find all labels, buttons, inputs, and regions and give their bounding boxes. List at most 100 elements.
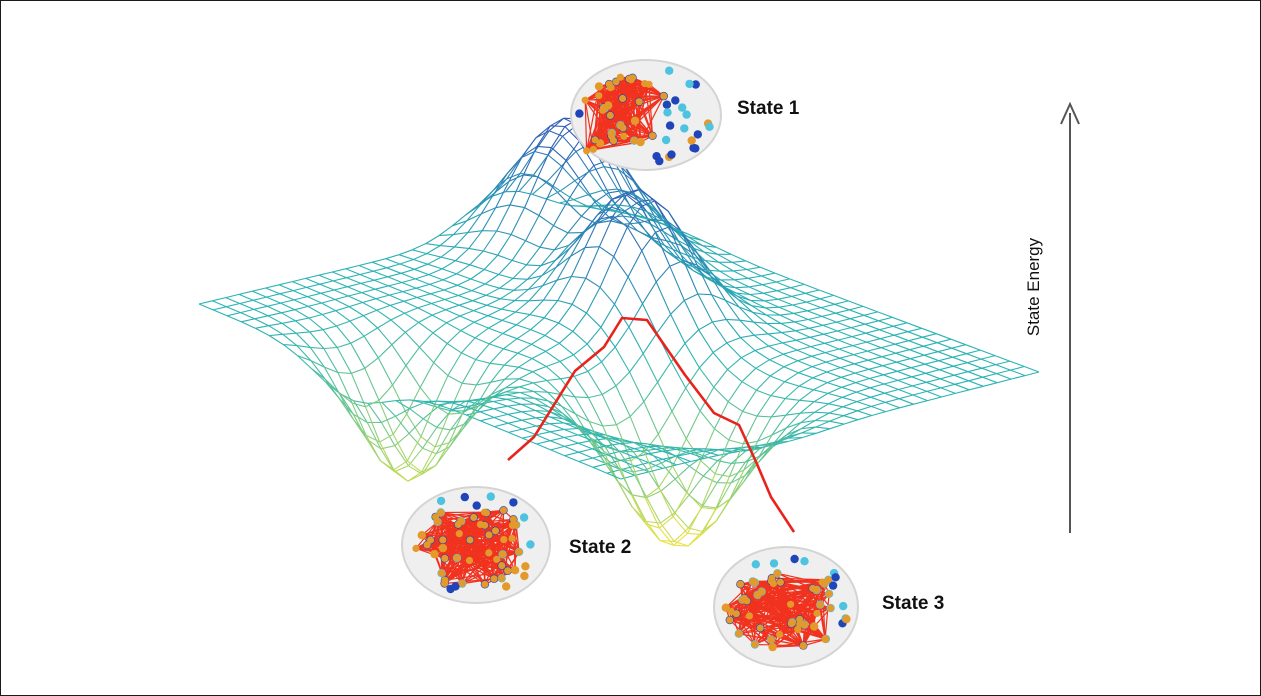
mesh-line [878,320,894,327]
mesh-line [494,172,509,194]
mesh-line [505,386,520,393]
mesh-line [724,299,741,321]
mesh-line [517,352,533,360]
mesh-line [521,409,536,413]
mesh-line [400,268,415,274]
mesh-line [857,414,872,421]
mesh-line [646,520,661,524]
mesh-line [472,300,488,306]
network-node [465,556,474,565]
network-node [827,604,835,612]
mesh-line [628,213,644,219]
mesh-line [634,448,649,455]
mesh-line [238,293,254,301]
mesh-line [455,260,471,266]
mesh-line [337,372,353,404]
mesh-line [521,150,535,159]
mesh-line [924,354,939,362]
brain-network-state-1 [570,59,722,171]
mesh-line [352,417,368,440]
mesh-line [363,327,378,337]
network-node [620,132,628,140]
mesh-line [351,402,367,436]
mesh-line [828,403,844,408]
network-node [842,614,851,624]
mesh-line [212,306,227,311]
mesh-line [413,258,428,265]
network-node [418,531,426,539]
mesh-line [711,294,727,320]
network-node [787,600,795,608]
mesh-line [483,250,498,256]
mesh-line [528,285,543,291]
mesh-line [486,298,501,306]
mesh-line [660,522,675,542]
mesh-line [404,307,419,314]
mesh-line [923,342,938,347]
mesh-line [893,334,909,342]
mesh-line [499,277,514,289]
mesh-line [487,308,502,317]
network-node [735,630,743,638]
mesh-line [759,443,774,450]
mesh-line [363,315,378,329]
mesh-line [871,411,886,417]
mesh-line [771,427,787,436]
mesh-line [499,287,514,291]
mesh-line [685,387,701,412]
mesh-line [724,288,739,300]
mesh-line [840,367,856,374]
mesh-line [564,455,580,463]
mesh-line [651,237,667,242]
mesh-line [400,272,416,280]
mesh-line [912,394,928,402]
mesh-line [335,310,351,322]
network-node [437,508,445,517]
mesh-line [555,255,571,268]
mesh-line [349,320,365,337]
mesh-line [798,372,814,379]
mesh-line [606,469,621,474]
mesh-line [398,254,414,261]
mesh-line [787,428,802,438]
mesh-line [798,385,814,391]
mesh-line [656,313,672,334]
mesh-line [768,345,784,355]
network-node [616,73,625,81]
mesh-line [498,273,514,279]
mesh-line [556,275,572,281]
mesh-line [306,283,321,288]
mesh-line [381,402,396,417]
mesh-line [771,414,786,418]
mesh-line [406,436,422,462]
mesh-line [418,314,433,323]
mesh-line [458,300,473,306]
mesh-line [795,327,810,332]
mesh-line [536,125,551,147]
network-node [509,515,517,523]
mesh-line [515,300,530,313]
mesh-line [600,303,615,328]
mesh-line [714,428,730,441]
mesh-line [294,309,310,319]
mesh-line [319,283,335,291]
mesh-line [734,277,748,281]
mesh-line [782,339,797,344]
mesh-line [359,270,374,276]
mesh-line [570,232,585,257]
network-edge [725,580,754,609]
mesh-line [644,433,659,453]
mesh-line [338,391,353,404]
mesh-line [240,308,255,314]
mesh-line [864,320,879,325]
mesh-line [801,426,816,430]
mesh-line [527,275,542,280]
mesh-line [870,392,885,398]
mesh-line [375,298,391,306]
mesh-line [841,382,856,388]
mesh-line [225,293,240,299]
mesh-line [660,478,676,492]
mesh-line [953,371,969,376]
mesh-line [458,290,472,297]
mesh-line [796,349,812,357]
